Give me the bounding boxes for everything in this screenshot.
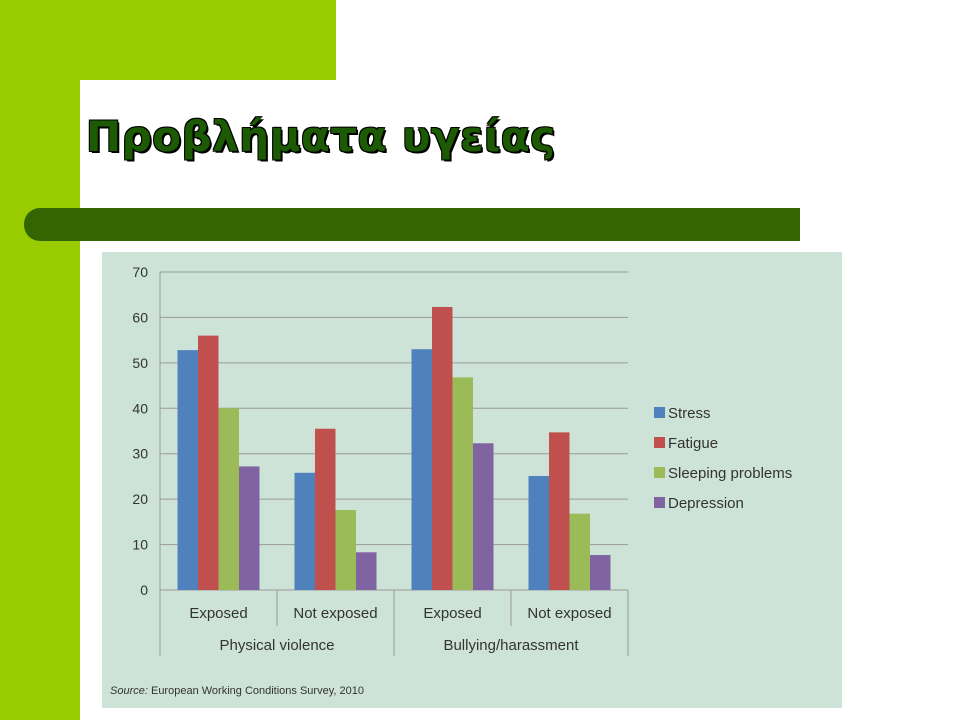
bar-sleeping-problems — [452, 377, 473, 590]
bar-depression — [473, 443, 494, 590]
legend-swatch — [654, 407, 665, 418]
chart-container: 0 10 20 30 40 50 60 70 Exposed Not exposed Exposed… — [102, 252, 842, 708]
y-tick-label: 0 — [140, 582, 148, 598]
x-category-label: Exposed — [189, 605, 247, 622]
source-note: Source: European Working Conditions Surv… — [110, 685, 364, 697]
green-side-bar — [0, 0, 80, 720]
legend-label: Depression — [668, 495, 744, 512]
axis-layer — [159, 272, 629, 656]
bar-layer — [177, 306, 611, 590]
x-group-label: Bullying/harassment — [443, 637, 579, 654]
bar-depression — [239, 466, 260, 590]
source-text: European Working Conditions Survey, 2010 — [148, 685, 364, 697]
legend-label: Sleeping problems — [668, 465, 792, 482]
y-tick-label: 30 — [132, 446, 148, 462]
label-layer: 0 10 20 30 40 50 60 70 Exposed Not exposed Exposed… — [132, 264, 611, 654]
bar-fatigue — [549, 432, 570, 590]
y-tick-label: 70 — [132, 264, 148, 280]
legend: Stress Fatigue Sleeping problems Depression — [654, 405, 792, 512]
legend-swatch — [654, 467, 665, 478]
y-tick-label: 60 — [132, 309, 148, 325]
bar-fatigue — [198, 335, 219, 590]
bar-stress — [528, 475, 549, 590]
y-tick-label: 40 — [132, 400, 148, 416]
y-tick-label: 50 — [132, 355, 148, 371]
bar-fatigue — [432, 306, 453, 590]
bar-fatigue — [315, 428, 336, 590]
legend-label: Fatigue — [668, 435, 718, 452]
bar-depression — [590, 555, 611, 590]
y-tick-label: 20 — [132, 491, 148, 507]
x-category-label: Exposed — [423, 605, 481, 622]
y-tick-label: 10 — [132, 537, 148, 553]
x-category-label: Not exposed — [293, 605, 377, 622]
title-divider-bar — [24, 208, 800, 241]
bar-stress — [177, 350, 198, 590]
x-group-label: Physical violence — [219, 637, 334, 654]
bar-chart: 0 10 20 30 40 50 60 70 Exposed Not exposed Exposed… — [110, 264, 792, 697]
bar-depression — [356, 552, 377, 590]
bar-sleeping-problems — [335, 510, 356, 590]
legend-swatch — [654, 497, 665, 508]
legend-swatch — [654, 437, 665, 448]
x-category-label: Not exposed — [527, 605, 611, 622]
legend-label: Stress — [668, 405, 711, 422]
bar-stress — [294, 472, 315, 590]
bar-sleeping-problems — [569, 513, 590, 590]
bar-stress — [411, 349, 432, 590]
source-label: Source: — [110, 685, 148, 697]
bar-sleeping-problems — [218, 408, 239, 590]
slide-title: Προβλήματα υγείας — [86, 112, 556, 161]
